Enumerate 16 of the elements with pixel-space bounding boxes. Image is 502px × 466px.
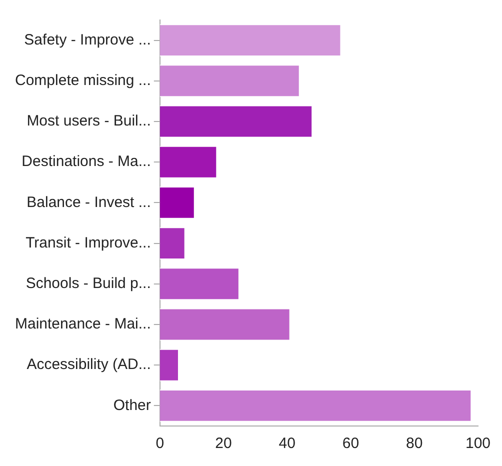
y-tick-label: Transit - Improve... <box>26 234 151 252</box>
y-tick-label: Schools - Build p... <box>26 275 151 292</box>
y-tick-label: Most users - Buil... <box>26 112 151 130</box>
y-tick-label: Complete missing ... <box>15 72 151 90</box>
y-tick-label: Balance - Invest ... <box>26 194 151 211</box>
x-tick-label: 100 <box>465 435 491 452</box>
y-tick-label: Accessibility (AD... <box>26 356 151 374</box>
x-tick-label: 40 <box>278 435 296 452</box>
x-tick-label: 0 <box>156 435 164 452</box>
x-tick-label: 60 <box>342 435 360 452</box>
y-tick-label: Safety - Improve ... <box>24 31 151 48</box>
y-tick-label: Maintenance - Mai... <box>14 316 151 333</box>
x-tick-label: 80 <box>406 435 423 452</box>
x-tick-label: 20 <box>215 435 232 452</box>
y-tick-label: Other <box>113 396 151 414</box>
y-tick-label: Destinations - Ma... <box>22 153 151 170</box>
